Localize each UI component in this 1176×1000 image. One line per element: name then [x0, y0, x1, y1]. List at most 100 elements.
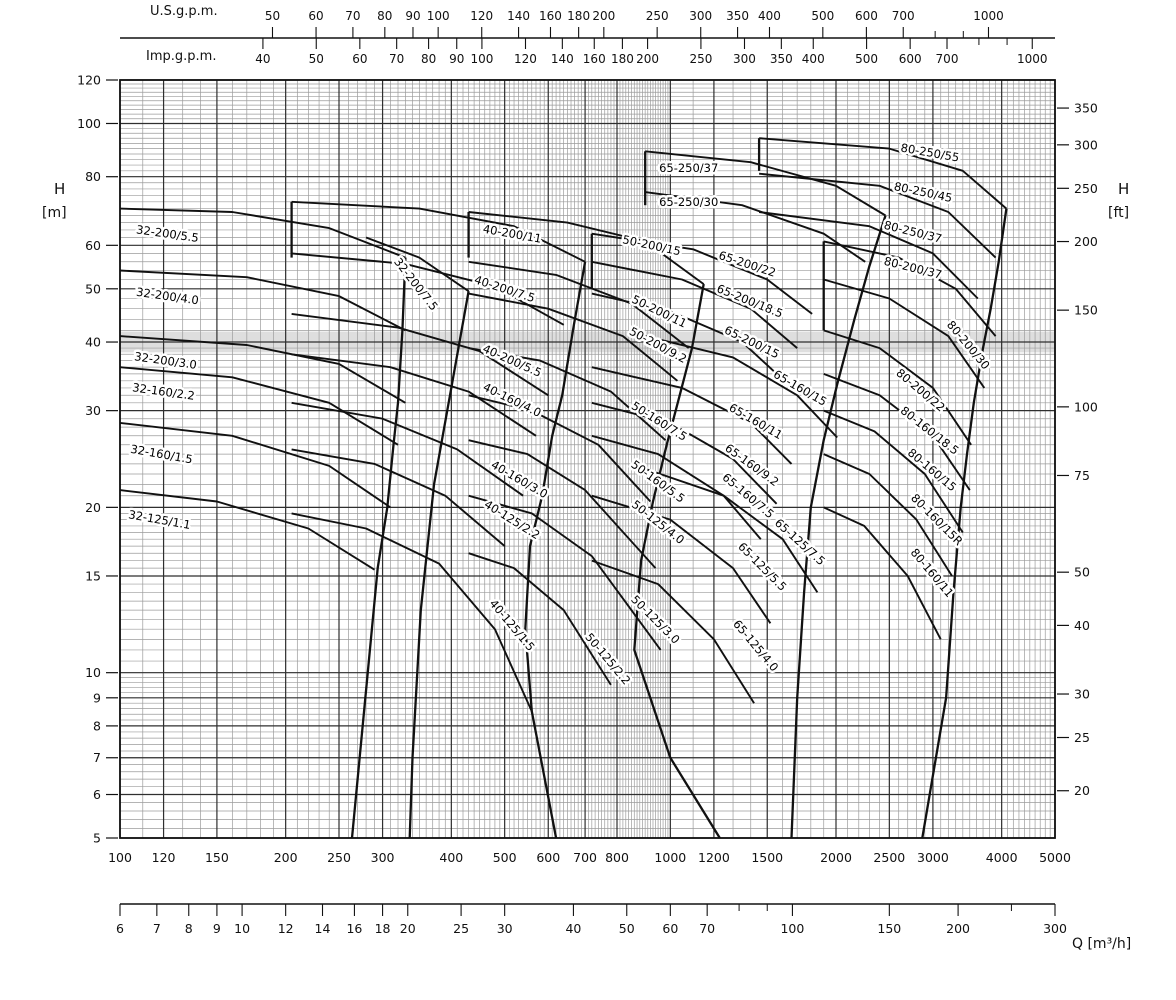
lmin-tick-label: 300	[371, 850, 395, 865]
us-gpm-tick-label: 160	[539, 9, 562, 23]
us-gpm-tick-label: 70	[345, 9, 360, 23]
m3h-tick-label: 200	[946, 921, 970, 936]
us-gpm-tick-label: 600	[855, 9, 878, 23]
boundary-line	[408, 290, 470, 839]
imp-gpm-tick-label: 120	[514, 52, 537, 66]
curve-80-160-15	[823, 409, 964, 534]
left-axis-title: H	[54, 180, 66, 198]
h-ft-tick-label: 40	[1074, 618, 1090, 633]
curve-label-32-200-5.5: 32-200/5.5	[135, 222, 199, 245]
h-m-tick-label: 5	[93, 831, 101, 846]
imp-gpm-tick-label: 600	[899, 52, 922, 66]
curve-label-32-200-4.0: 32-200/4.0	[135, 285, 199, 308]
imp-gpm-tick-label: 500	[855, 52, 878, 66]
curve-80-160-11	[823, 506, 942, 640]
curve-label-50-160-7.5: 50-160/7.5	[629, 399, 690, 444]
curve-65-160-11	[591, 366, 793, 465]
h-m-tick-label: 40	[85, 335, 101, 350]
h-ft-tick-label: 20	[1074, 783, 1090, 798]
curve-80-250-45	[759, 172, 997, 259]
m3h-tick-label: 150	[877, 921, 901, 936]
lmin-tick-label: 100	[108, 850, 132, 865]
curve-label-65-200-18.5: 65-200/18.5	[715, 281, 785, 320]
curve-label-32-160-1.5: 32-160/1.5	[129, 442, 193, 467]
right-axis-ticks: 350 300 250 200 150 100 75 50 40 30 25 20	[1057, 101, 1098, 798]
right-axis-unit: [ft]	[1108, 205, 1130, 221]
curve-label-40-125-1.5: 40-125/1.5	[487, 597, 538, 654]
us-gpm-tick-label: 1000	[973, 9, 1004, 23]
curve-32-160-2.2	[119, 366, 399, 446]
curve-32-125-1.1	[119, 489, 376, 571]
lmin-tick-label: 800	[605, 850, 629, 865]
us-gpm-tick-label: 700	[892, 9, 915, 23]
us-gpm-tick-label: 250	[646, 9, 669, 23]
us-gpm-tick-label: 300	[689, 9, 712, 23]
lmin-tick-label: 150	[205, 850, 229, 865]
boundary-line	[524, 261, 587, 839]
curve-label-65-125-4.0: 65-125/4.0	[730, 617, 781, 674]
curve-32-160-1.5	[119, 421, 391, 509]
scale-imp-gpm: 40 50 60 70 80 90 100 120 140 160 180 200 250 300 350 4…	[255, 38, 1048, 66]
bottom-scale-m3h: 6 7 8 9 10 12 14 16 18 20 25 30 40 50 60 70 100 150 200 300	[116, 903, 1067, 936]
imp-gpm-tick-label: 1000	[1017, 52, 1048, 66]
boundary-line	[350, 257, 407, 839]
lmin-tick-label: 500	[493, 850, 517, 865]
us-gpm-tick-label: 200	[592, 9, 615, 23]
h-ft-tick-label: 150	[1074, 303, 1098, 318]
curve-65-125-7.5	[644, 468, 819, 593]
curve-label-32-125-1.1: 32-125/1.1	[127, 507, 191, 532]
imp-gpm-tick-label: 80	[421, 52, 436, 66]
imp-gpm-tick-label: 180	[611, 52, 634, 66]
us-gpm-tick-label: 100	[427, 9, 450, 23]
boundary-line	[790, 215, 887, 839]
us-gpm-tick-label: 60	[308, 9, 323, 23]
curve-label-50-200-15: 50-200/15	[621, 232, 682, 258]
us-gpm-tick-label: 500	[811, 9, 834, 23]
imp-gpm-tick-label: 100	[470, 52, 493, 66]
h-m-tick-label: 50	[85, 281, 101, 296]
h-ft-tick-label: 75	[1074, 468, 1090, 483]
lmin-tick-label: 4000	[986, 850, 1018, 865]
lmin-tick-label: 200	[274, 850, 298, 865]
imp-gpm-tick-label: 40	[255, 52, 270, 66]
m3h-tick-label: 14	[315, 921, 331, 936]
h-m-tick-label: 6	[93, 787, 101, 802]
m3h-tick-label: 100	[780, 921, 804, 936]
left-axis-unit: [m]	[42, 205, 67, 221]
imp-gpm-tick-label: 250	[689, 52, 712, 66]
curve-80-200-37	[823, 240, 997, 337]
flow-axis-title: Q [m³/h]	[1072, 936, 1132, 952]
us-gpm-tick-label: 400	[758, 9, 781, 23]
curve-65-250-37	[645, 150, 886, 217]
h-m-tick-label: 7	[93, 750, 101, 765]
curve-65-200-18.5	[591, 260, 798, 349]
h-m-tick-label: 9	[93, 690, 101, 705]
curve-label-80-200-37: 80-200/37	[883, 254, 944, 282]
curve-65-125-5.5	[591, 494, 772, 624]
m3h-tick-label: 50	[619, 921, 635, 936]
curve-80-250-55	[759, 137, 1008, 210]
lmin-tick-label: 600	[536, 850, 560, 865]
lmin-tick-label: 120	[152, 850, 176, 865]
curve-65-200-22	[591, 232, 813, 315]
h-m-tick-label: 60	[85, 238, 101, 253]
h-ft-tick-label: 30	[1074, 687, 1090, 702]
m3h-tick-label: 18	[375, 921, 391, 936]
curve-50-125-3.0	[468, 494, 662, 651]
us-gpm-tick-label: 120	[470, 9, 493, 23]
curve-65-160-9.2	[591, 401, 778, 505]
h-m-tick-label: 10	[85, 665, 101, 680]
curve-40-125-1.5	[291, 512, 533, 712]
curve-65-160-7.5	[591, 434, 762, 540]
imp-gpm-axis-title: Imp.g.p.m.	[146, 49, 217, 64]
imp-gpm-tick-label: 300	[733, 52, 756, 66]
m3h-tick-label: 6	[116, 921, 124, 936]
lmin-tick-label: 5000	[1039, 850, 1071, 865]
curve-65-200-15	[591, 292, 785, 382]
lmin-tick-label: 1500	[751, 850, 783, 865]
curve-50-200-9.2	[468, 292, 679, 382]
curve-label-80-250-37: 80-250/37	[883, 218, 944, 246]
m3h-tick-label: 70	[699, 921, 715, 936]
imp-gpm-tick-label: 70	[389, 52, 404, 66]
